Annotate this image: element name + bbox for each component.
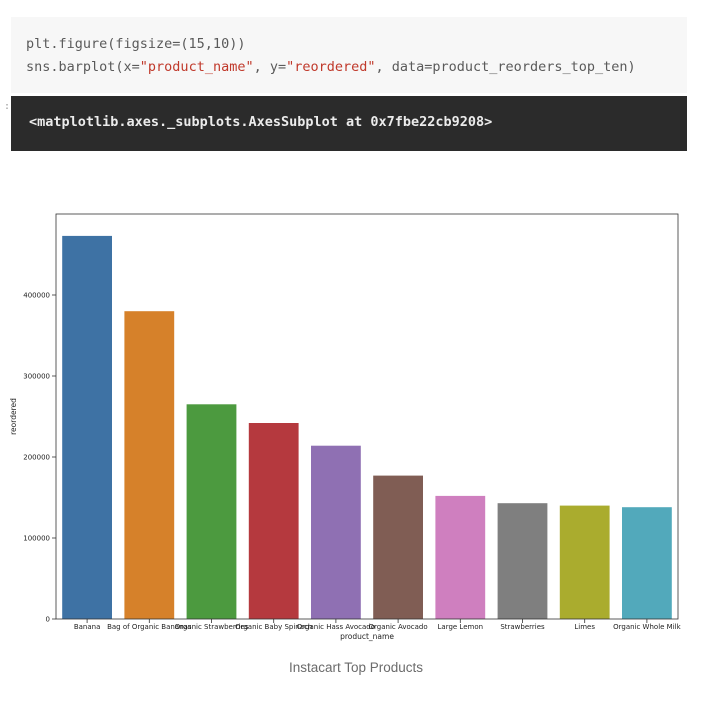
figure-caption: Instacart Top Products — [288, 660, 424, 675]
output-text: <matplotlib.axes._subplots.AxesSubplot a… — [29, 114, 493, 130]
chart-svg: 0 100000 200000 300000 400000 Banana Bag of Or… — [9, 213, 682, 641]
y-tick-label: 300000 — [23, 373, 50, 381]
bar — [186, 404, 237, 619]
x-tick-label: Banana — [74, 623, 101, 631]
bar-chart: 0 100000 200000 300000 400000 Banana Bag of Or… — [0, 200, 712, 650]
x-tick-label: Organic Hass Avocado — [297, 623, 375, 631]
bar — [124, 311, 175, 619]
y-tick-label: 200000 — [23, 454, 50, 462]
bar — [248, 423, 299, 619]
x-tick-label: Organic Avocado — [369, 623, 428, 631]
output-cell: <matplotlib.axes._subplots.AxesSubplot a… — [11, 96, 687, 151]
x-tick-label: Strawberries — [500, 623, 545, 631]
code-line-1: plt.figure(figsize=(15,10)) — [26, 36, 246, 52]
x-tick-label: Large Lemon — [438, 623, 484, 631]
bar — [62, 235, 112, 619]
y-tick-label: 100000 — [23, 535, 50, 543]
bar — [435, 495, 486, 619]
y-axis-label: reordered — [9, 398, 18, 435]
bar — [497, 503, 548, 619]
bar — [311, 445, 361, 619]
y-tick-label: 400000 — [23, 292, 50, 300]
y-tick-label: 0 — [46, 616, 50, 624]
bar — [373, 475, 423, 619]
bar — [622, 507, 672, 619]
code-line-2: sns.barplot(x="product_name", y="reorder… — [26, 59, 636, 75]
x-tick-label: Organic Whole Milk — [613, 623, 681, 631]
plot-frame — [55, 213, 679, 620]
x-tick-label: Limes — [574, 623, 595, 631]
code-cell[interactable]: plt.figure(figsize=(15,10)) sns.barplot(… — [11, 17, 687, 93]
x-tick-label: Bag of Organic Bananas — [107, 623, 192, 631]
x-tick-label: Organic Baby Spinach — [235, 623, 312, 631]
bar — [559, 505, 610, 619]
x-axis-label: product_name — [340, 632, 394, 641]
x-tick-label: Organic Strawberries — [175, 623, 249, 631]
output-prompt-marker: : — [4, 101, 11, 112]
